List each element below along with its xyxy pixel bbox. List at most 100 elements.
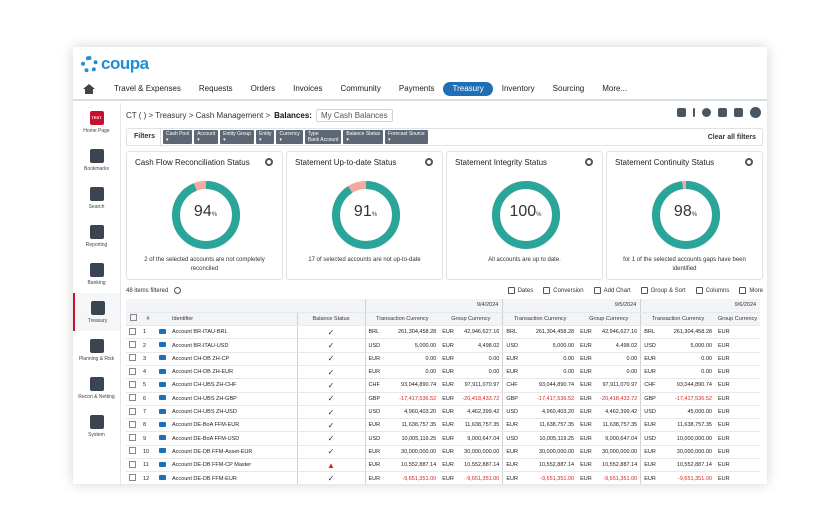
- header-transaction-currency[interactable]: Transaction Currency: [364, 312, 440, 327]
- table-row[interactable]: 7 Account CH-UBS ZH-USD ✓ USD 4,960,403.20 EU…: [126, 405, 761, 420]
- header-balance-status[interactable]: Balance Status: [296, 312, 365, 327]
- nav-item-requests[interactable]: Requests: [198, 84, 233, 93]
- header-transaction-currency[interactable]: Transaction Currency: [640, 312, 715, 327]
- coupa-logo[interactable]: coupa: [81, 54, 149, 74]
- filter-chip[interactable]: Type Bank Account: [304, 130, 342, 144]
- nav-item-sourcing[interactable]: Sourcing: [552, 84, 585, 93]
- card-settings-icon[interactable]: [265, 158, 273, 166]
- filter-chip[interactable]: Forecast Source ▾: [385, 130, 428, 144]
- row-checkbox[interactable]: [129, 354, 136, 362]
- filter-chip[interactable]: Currency ▾: [276, 130, 303, 144]
- account-identifier[interactable]: Account CH-UBS ZH-GBP: [169, 392, 297, 406]
- home-icon[interactable]: [83, 84, 95, 94]
- row-select[interactable]: [126, 471, 140, 484]
- table-row[interactable]: 2 Account BR-ITAU-USD ✓ USD 5,000.00 EUR 4,498…: [126, 338, 761, 353]
- view-selector[interactable]: My Cash Balances: [315, 109, 393, 122]
- nav-item-more-[interactable]: More...: [602, 84, 628, 93]
- row-select[interactable]: [126, 405, 140, 420]
- sidebar-item-bookmarks[interactable]: Bookmarks: [73, 141, 120, 179]
- sidebar-item-search[interactable]: Search: [73, 179, 120, 217]
- nav-item-invoices[interactable]: Invoices: [293, 84, 323, 93]
- account-identifier[interactable]: Account CH-DB ZH-EUR: [169, 365, 297, 380]
- account-identifier[interactable]: Account CH-UBS ZH-CHF: [169, 378, 297, 393]
- row-select[interactable]: [126, 458, 140, 473]
- grid-action-conversion[interactable]: Conversion: [543, 287, 584, 294]
- nav-item-treasury[interactable]: Treasury: [443, 82, 493, 96]
- account-identifier[interactable]: Account CH-UBS ZH-USD: [169, 405, 297, 420]
- row-checkbox[interactable]: [129, 434, 136, 442]
- table-row[interactable]: 4 Account CH-DB ZH-EUR ✓ EUR 0.00 EUR 0.00 EUR 0…: [126, 365, 761, 380]
- row-select[interactable]: [126, 378, 140, 393]
- nav-item-community[interactable]: Community: [340, 84, 381, 93]
- filters-button[interactable]: Filters: [129, 129, 162, 145]
- account-identifier[interactable]: Account CH-DB ZH-CP: [169, 352, 297, 366]
- grid-action-more[interactable]: More: [739, 287, 763, 294]
- filter-chip[interactable]: Balance Status ▾: [343, 130, 383, 144]
- nav-item-travel-expenses[interactable]: Travel & Expenses: [114, 84, 181, 93]
- account-identifier[interactable]: Account DE-BoA FFM-EUR: [169, 418, 297, 433]
- row-select[interactable]: [126, 431, 140, 446]
- card-settings-icon[interactable]: [425, 158, 433, 166]
- sidebar-item-recon-netting[interactable]: Recon & Netting: [73, 369, 120, 407]
- sidebar-item-banking[interactable]: Banking: [73, 255, 120, 293]
- sidebar-item-system[interactable]: System: [73, 407, 120, 445]
- user-avatar-icon[interactable]: [750, 107, 761, 118]
- table-row[interactable]: 8 Account DE-BoA FFM-EUR ✓ EUR 11,638,757.35…: [126, 418, 761, 433]
- card-settings-icon[interactable]: [585, 158, 593, 166]
- table-row[interactable]: 1 Account BR-ITAU-BRL ✓ BRL 261,304,458.28 EU…: [126, 325, 761, 340]
- row-select[interactable]: [126, 352, 140, 366]
- grid-action-add-chart[interactable]: Add Chart: [593, 287, 631, 294]
- grid-action-columns[interactable]: Columns: [695, 287, 729, 294]
- sidebar-item-treasury[interactable]: Treasury: [73, 293, 120, 331]
- table-row[interactable]: 10 Account DE-DB FFM-Asset-EUR ✓ EUR 30,000,…: [126, 445, 761, 460]
- row-checkbox[interactable]: [129, 407, 136, 415]
- row-checkbox[interactable]: [129, 327, 136, 335]
- layout-icon[interactable]: [677, 108, 686, 117]
- filter-chip[interactable]: Account ▾: [194, 130, 219, 144]
- sidebar-item-planning-risk[interactable]: Planning & Risk: [73, 331, 120, 369]
- clear-filters-button[interactable]: Clear all filters: [707, 133, 756, 141]
- table-row[interactable]: 5 Account CH-UBS ZH-CHF ✓ CHF 93,044,890.74 E…: [126, 378, 761, 393]
- nav-item-inventory[interactable]: Inventory: [501, 84, 535, 93]
- row-select[interactable]: [126, 365, 140, 380]
- more-vert-icon[interactable]: [693, 108, 695, 117]
- header-group-currency[interactable]: Group Currency: [439, 312, 503, 327]
- table-row[interactable]: 9 Account DE-BoA FFM-USD ✓ USD 10,005,119.25…: [126, 431, 761, 446]
- row-checkbox[interactable]: [129, 420, 136, 428]
- sidebar-item-reporting[interactable]: Reporting: [73, 217, 120, 255]
- grid-action-dates[interactable]: Dates: [507, 287, 533, 294]
- select-all-checkbox[interactable]: [129, 314, 137, 322]
- row-select[interactable]: [126, 338, 140, 353]
- header-group-currency[interactable]: Group Currency: [577, 312, 641, 327]
- row-checkbox[interactable]: [129, 367, 136, 375]
- card-settings-icon[interactable]: [745, 158, 753, 166]
- table-row[interactable]: 12 Account DE-DB FFM-EUR ✓ EUR -9,651,351.00…: [126, 471, 761, 484]
- inbox-icon[interactable]: [718, 108, 727, 117]
- account-identifier[interactable]: Account DE-DB FFM-CP Master: [169, 458, 297, 473]
- row-select[interactable]: [126, 325, 140, 340]
- header-transaction-currency[interactable]: Transaction Currency: [502, 312, 578, 327]
- nav-item-orders[interactable]: Orders: [250, 84, 276, 93]
- row-select[interactable]: [126, 418, 140, 433]
- help-icon[interactable]: [702, 108, 711, 117]
- sidebar-item-home-page[interactable]: TEST Home Page: [73, 103, 120, 141]
- row-select[interactable]: [126, 392, 140, 406]
- filter-chip[interactable]: Cash Pool ▾: [163, 130, 193, 144]
- header-identifier[interactable]: Identifier: [169, 312, 297, 327]
- bell-icon[interactable]: [734, 108, 743, 117]
- grid-action-group-sort[interactable]: Group & Sort: [640, 287, 686, 294]
- account-identifier[interactable]: Account DE-DB FFM-EUR: [169, 471, 297, 484]
- row-checkbox[interactable]: [129, 380, 136, 388]
- account-identifier[interactable]: Account DE-BoA FFM-USD: [169, 431, 297, 446]
- row-checkbox[interactable]: [129, 447, 136, 455]
- filter-chip[interactable]: Entity Group ▾: [220, 130, 254, 144]
- header-group-currency[interactable]: Group Currency: [714, 312, 761, 327]
- refresh-icon[interactable]: [174, 287, 182, 294]
- row-select[interactable]: [126, 445, 140, 460]
- table-row[interactable]: 11 Account DE-DB FFM-CP Master ▲ EUR 10,552,…: [126, 458, 761, 473]
- account-identifier[interactable]: Account BR-ITAU-USD: [169, 338, 297, 353]
- account-identifier[interactable]: Account DE-DB FFM-Asset-EUR: [169, 445, 297, 460]
- breadcrumb-path[interactable]: CT ( ) > Treasury > Cash Management >: [126, 111, 271, 120]
- row-checkbox[interactable]: [129, 394, 136, 402]
- table-row[interactable]: 6 Account CH-UBS ZH-GBP ✓ GBP -17,417,536.52…: [126, 392, 761, 406]
